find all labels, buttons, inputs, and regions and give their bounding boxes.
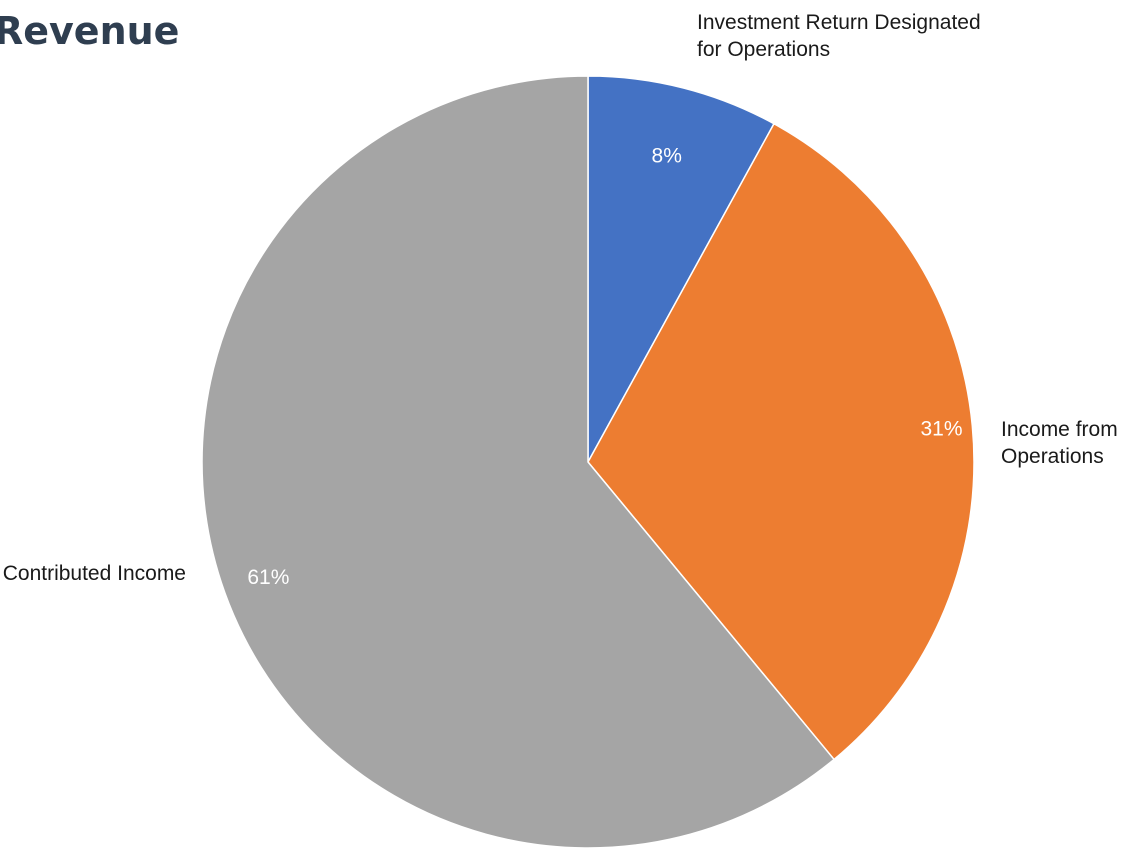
category-labels: Investment Return Designated for Operatio… [3,11,1118,585]
slice-category-label: Contributed Income [3,562,186,585]
category-label-line: Investment Return Designated [697,11,981,34]
category-label-line: Income from [1001,418,1118,441]
category-label-line: for Operations [697,38,830,61]
slice-category-label: Income from Operations [1001,418,1118,468]
category-label-line: Contributed Income [3,562,186,585]
slice-percent-label: 8% [652,144,682,167]
slice-percent-label: 31% [920,418,962,441]
slice-percent-label: 61% [247,566,289,589]
pie-slices [201,75,975,849]
pie-slice [587,123,975,761]
category-label-line: Operations [1001,445,1104,468]
chart-title: Revenue [0,9,179,53]
percent-labels: 8% 31% 61% [247,144,962,589]
slice-category-label: Investment Return Designated for Operatio… [697,11,981,61]
pie-slice [201,75,835,849]
pie-slice [587,75,775,463]
